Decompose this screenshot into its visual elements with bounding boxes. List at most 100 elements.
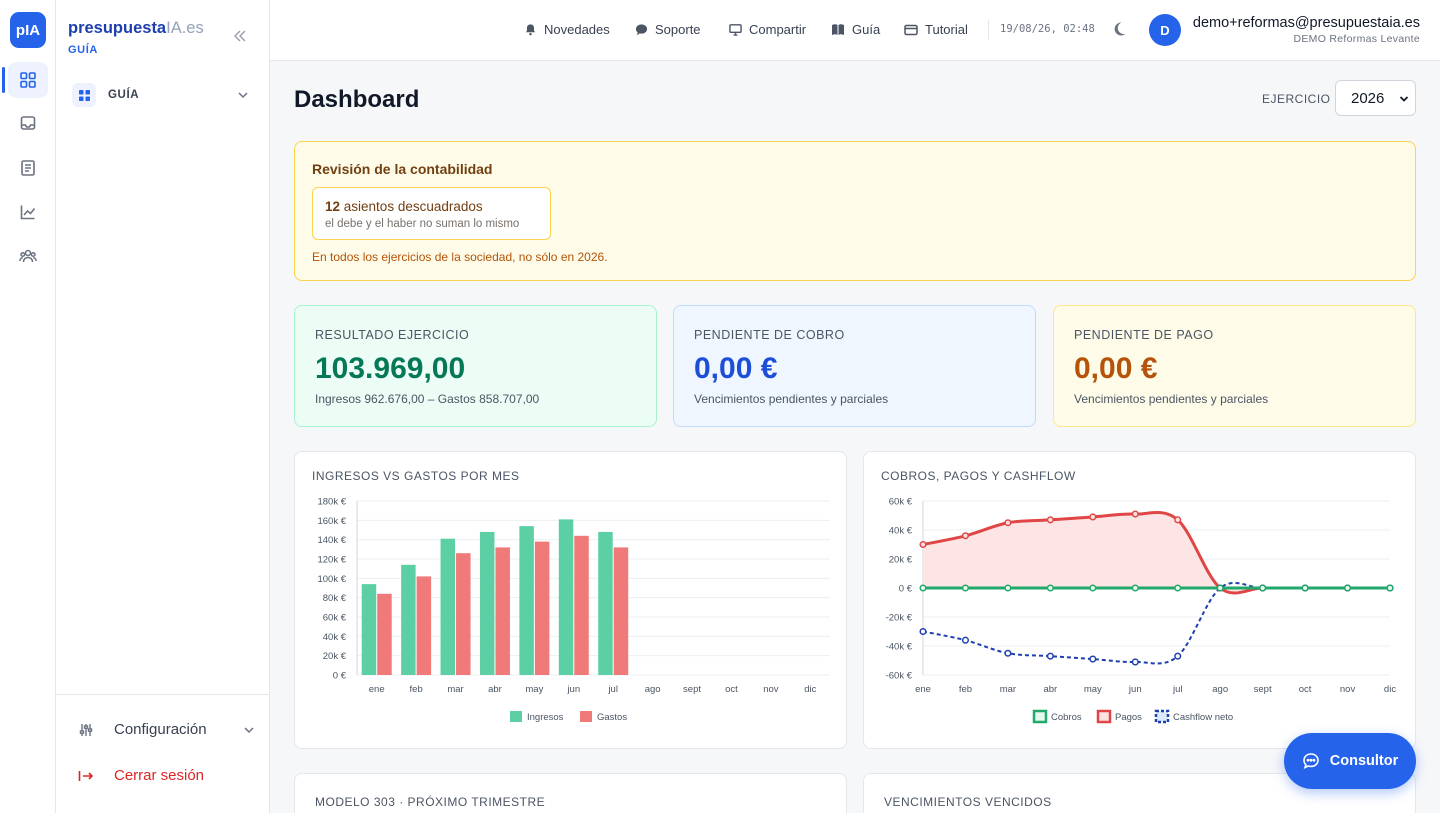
chart-title: INGRESOS VS GASTOS POR MES	[312, 469, 520, 483]
bar-gastos	[377, 593, 392, 675]
legend-label: Pagos	[1115, 712, 1142, 723]
bar-gastos	[613, 547, 629, 675]
theme-toggle[interactable]	[1111, 21, 1127, 42]
guia-label: Guía	[852, 22, 881, 37]
legend-swatch	[1154, 709, 1170, 724]
unbalanced-detail: el debe y el haber no suman lo mismo	[325, 218, 520, 230]
y-tick-label: 180k €	[317, 497, 346, 508]
point-cashflow-neto	[1046, 652, 1054, 660]
tutorial-label: Tutorial	[925, 22, 968, 37]
rail-inbox-button[interactable]	[8, 105, 48, 141]
point-pagos	[961, 532, 970, 540]
novedades-label: Novedades	[544, 22, 610, 37]
review-note: En todos los ejercicios de la sociedad, …	[312, 250, 608, 264]
point-cobros	[1343, 584, 1352, 592]
y-tick-label: 60k €	[889, 497, 913, 508]
review-title: Revisión de la contabilidad	[312, 161, 493, 177]
icon-rail: pIA	[0, 0, 56, 813]
point-pagos	[1131, 510, 1139, 518]
y-tick-label: 40k €	[323, 632, 347, 643]
x-tick-label: may	[525, 684, 543, 695]
x-tick-label: jun	[566, 684, 580, 695]
guia-link[interactable]: Guía	[831, 22, 880, 37]
monitor-icon	[729, 24, 742, 36]
config-label: Configuración	[114, 721, 207, 738]
brand-subtitle: GUÍA	[68, 44, 98, 56]
y-tick-label: -60k €	[886, 671, 913, 682]
x-tick-label: dic	[1384, 684, 1396, 695]
y-tick-label: 20k €	[889, 555, 913, 566]
bell-icon	[525, 24, 536, 36]
y-tick-label: 0 €	[333, 671, 347, 682]
video-icon	[904, 24, 918, 35]
ejercicio-value: 2026	[1351, 89, 1385, 107]
bar-ingresos	[361, 584, 377, 675]
y-tick-label: 140k €	[317, 535, 346, 546]
logout-icon	[78, 770, 94, 781]
point-pagos	[1004, 519, 1012, 527]
y-tick-label: 160k €	[317, 516, 346, 527]
sliders-icon	[79, 723, 93, 736]
chat-icon	[1302, 753, 1319, 769]
compartir-label: Compartir	[749, 22, 807, 37]
compartir-link[interactable]: Compartir	[729, 22, 806, 37]
y-tick-label: 100k €	[317, 574, 346, 585]
consultor-button[interactable]: Consultor	[1284, 733, 1416, 789]
kpi-subtitle: Ingresos 962.676,00 – Gastos 858.707,00	[315, 392, 540, 406]
top-bar: Novedades Soporte Compartir Guía Tutoria…	[270, 0, 1440, 61]
users-icon	[19, 249, 37, 263]
bar-ingresos	[519, 526, 534, 675]
chat-bubble-icon	[635, 24, 648, 36]
soporte-label: Soporte	[655, 22, 701, 37]
unbalanced-entries-box[interactable]: 12 asientos descuadrados el debe y el ha…	[312, 187, 551, 240]
x-tick-label: feb	[959, 684, 972, 695]
y-tick-label: 20k €	[323, 651, 347, 662]
bar-ingresos	[598, 531, 613, 675]
book-icon	[832, 24, 844, 35]
ejercicio-select[interactable]: 2026	[1335, 80, 1416, 116]
rail-reports-button[interactable]	[8, 194, 48, 230]
grid-icon	[72, 83, 96, 107]
x-tick-label: oct	[725, 684, 738, 695]
x-tick-label: sept	[683, 684, 701, 695]
brand-name[interactable]: presupuestaIA.es	[68, 19, 204, 38]
legend-label: Gastos	[597, 712, 627, 723]
rail-users-button[interactable]	[8, 238, 48, 274]
avatar[interactable]: D	[1149, 14, 1181, 46]
config-menu[interactable]: Configuración	[78, 721, 256, 738]
y-tick-label: 60k €	[323, 613, 347, 624]
bar-gastos	[534, 541, 550, 675]
novedades-link[interactable]: Novedades	[524, 22, 610, 37]
chevron-down-icon	[244, 727, 254, 734]
legend-label: Cashflow neto	[1173, 712, 1233, 723]
point-cashflow-neto	[919, 627, 927, 636]
accounting-review-alert: Revisión de la contabilidad 12 asientos …	[294, 141, 1416, 281]
user-email[interactable]: demo+reformas@presupuestaia.es	[1192, 15, 1420, 31]
x-tick-label: may	[1084, 684, 1102, 695]
x-tick-label: oct	[1299, 684, 1312, 695]
inbox-icon	[20, 116, 36, 130]
collapse-sidebar-button[interactable]	[232, 28, 248, 49]
y-tick-label: 40k €	[889, 526, 913, 537]
chevron-down-icon	[1399, 96, 1409, 102]
x-tick-label: nov	[763, 684, 779, 695]
x-tick-label: ene	[915, 684, 931, 695]
nav-guia[interactable]: GUÍA	[72, 82, 256, 108]
kpi-subtitle: Vencimientos pendientes y parciales	[694, 392, 889, 406]
cashflow-card: COBROS, PAGOS Y CASHFLOW 60k € 40k € 20k €…	[863, 451, 1416, 749]
legend-swatch	[580, 711, 592, 722]
rail-dashboard-button[interactable]	[8, 62, 48, 98]
logout-button[interactable]: Cerrar sesión	[78, 767, 204, 784]
point-cobros	[1174, 584, 1182, 592]
soporte-link[interactable]: Soporte	[635, 22, 701, 37]
x-tick-label: jun	[1128, 684, 1142, 695]
app-logo[interactable]: pIA	[10, 12, 46, 48]
kpi-pendiente-pago: PENDIENTE DE PAGO 0,00 € Vencimientos pe…	[1053, 305, 1416, 427]
rail-documents-button[interactable]	[8, 150, 48, 186]
kpi-label: RESULTADO EJERCICIO	[315, 328, 470, 342]
point-cashflow-neto	[1174, 652, 1182, 660]
x-tick-label: jul	[1172, 684, 1183, 695]
document-icon	[21, 160, 35, 176]
income-vs-expenses-chart: 180k € 160k € 140k € 120k € 100k € 80k € 60k €…	[317, 497, 830, 723]
tutorial-link[interactable]: Tutorial	[904, 22, 968, 37]
